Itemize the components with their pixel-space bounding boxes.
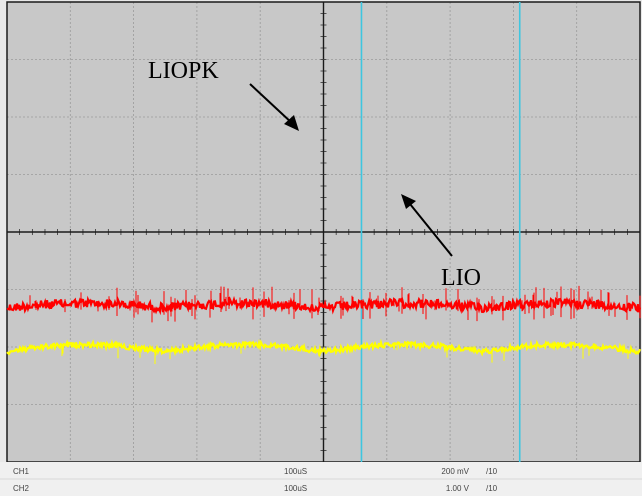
liopk-label: LIOPK — [148, 58, 219, 84]
liopk-trace-spikes — [29, 285, 641, 323]
liopk-annotation: LIOPK — [148, 58, 299, 131]
ch1-timebase: 100uS — [284, 467, 307, 476]
liopk-arrowhead — [284, 115, 299, 131]
lio-trace-spikes — [19, 344, 629, 365]
lio-label: LIO — [441, 265, 481, 291]
lio-arrow — [409, 203, 453, 257]
status-bar: CH1 100uS 200 mV /10 CH2 100uS 1.00 V /1… — [0, 462, 642, 496]
ch1-probe: /10 — [486, 467, 498, 476]
ch2-probe: /10 — [486, 484, 498, 493]
ch2-scale: 1.00 V — [446, 484, 470, 493]
ch2-name: CH2 — [13, 484, 30, 493]
lio-trace — [6, 338, 642, 358]
ch2-timebase: 100uS — [284, 484, 307, 493]
liopk-arrow — [249, 83, 294, 125]
ch1-name: CH1 — [13, 467, 30, 476]
lio-annotation: LIO — [401, 194, 481, 291]
cursor-lines — [360, 2, 521, 462]
traces — [6, 285, 642, 365]
ch1-scale: 200 mV — [441, 467, 469, 476]
lio-arrowhead — [401, 194, 416, 209]
